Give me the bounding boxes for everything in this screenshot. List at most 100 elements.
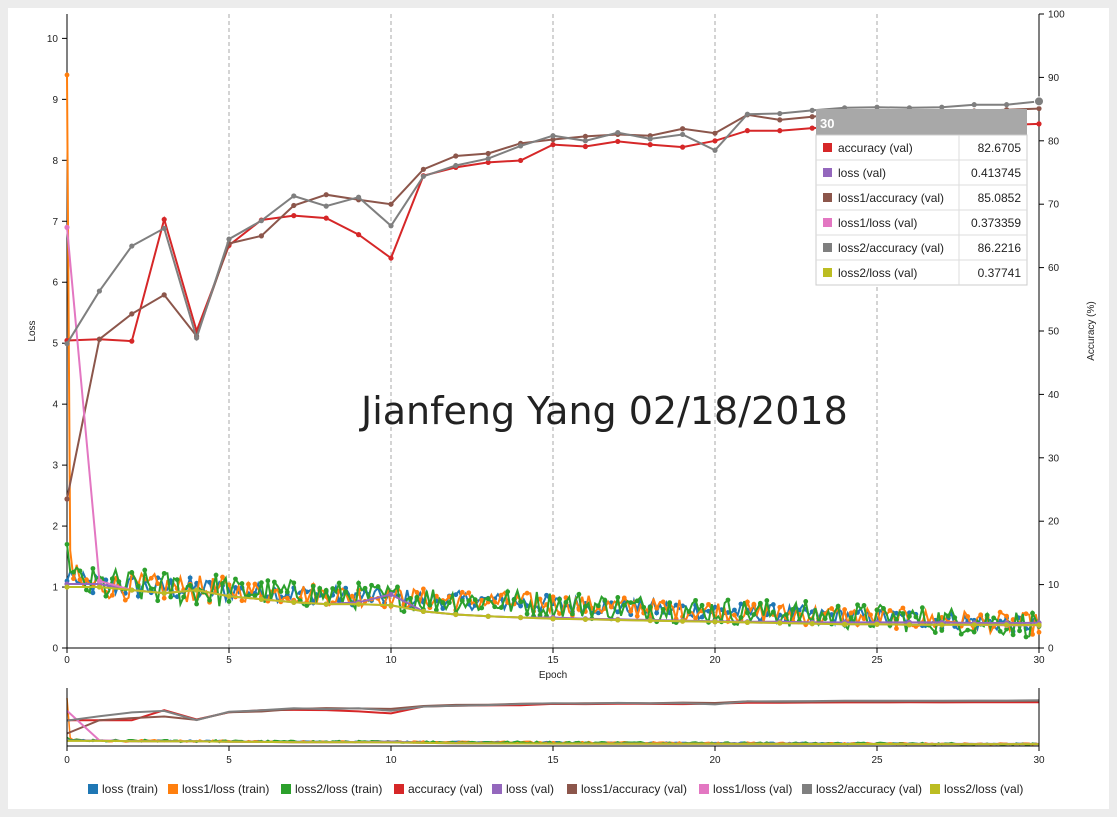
data-point (148, 575, 154, 581)
y-left-tick-label: 1 (52, 583, 58, 594)
legend-swatch (567, 784, 577, 794)
data-point (745, 599, 750, 605)
overview-x-tick-label: 20 (709, 755, 721, 766)
data-point (550, 142, 556, 148)
data-point (563, 599, 569, 605)
data-point (1017, 628, 1022, 634)
data-point (835, 603, 841, 609)
data-point (207, 579, 212, 585)
data-point (420, 166, 426, 172)
data-point (498, 592, 504, 598)
data-point (582, 133, 589, 139)
overview-series-line (66, 699, 1040, 722)
data-point (984, 612, 990, 618)
data-point (505, 589, 511, 595)
data-point (414, 594, 420, 600)
x-tick-label: 30 (1033, 655, 1045, 666)
data-point (129, 243, 135, 249)
data-point (161, 292, 167, 298)
data-point (155, 598, 161, 604)
data-point (181, 594, 187, 600)
x-tick-label: 0 (64, 655, 70, 666)
legend-swatch (394, 784, 404, 794)
data-point (356, 232, 362, 238)
legend-swatch (699, 784, 709, 794)
data-point (375, 584, 381, 589)
x-tick-label: 25 (871, 655, 883, 666)
data-point (278, 589, 284, 595)
data-point (1004, 613, 1009, 619)
data-point (233, 576, 238, 582)
data-point (809, 107, 815, 113)
data-point (770, 602, 776, 607)
data-point (634, 598, 640, 604)
overview-x-tick-label: 30 (1033, 755, 1045, 766)
x-tick-label: 10 (385, 655, 397, 666)
data-point (557, 597, 562, 602)
tooltip-swatch (823, 143, 832, 152)
data-point (550, 594, 556, 600)
data-point (550, 616, 556, 622)
overview-x-tick-label: 0 (64, 755, 70, 766)
data-point (706, 601, 711, 607)
data-point (109, 576, 115, 582)
data-point (751, 612, 757, 617)
data-point (803, 599, 809, 604)
x-tick-label: 15 (547, 655, 559, 666)
data-point (615, 138, 621, 145)
data-point (317, 585, 323, 591)
data-point (907, 613, 912, 619)
data-point (226, 599, 232, 604)
x-tick-label: 5 (226, 655, 232, 666)
legend-label: loss (train) (102, 782, 158, 796)
training-chart: 0 5 10 15 20 25 300123456789100102030405060708… (27, 10, 1097, 797)
data-point (284, 589, 290, 595)
data-point (388, 223, 394, 229)
data-point (427, 602, 433, 608)
data-point (226, 593, 232, 599)
data-point (1036, 629, 1042, 635)
y-right-tick-label: 40 (1048, 390, 1060, 401)
legend-swatch (168, 784, 178, 794)
watermark-text: Jianfeng Yang 02/18/2018 (359, 389, 848, 433)
data-point (647, 142, 653, 148)
series-loss2-loss-train- (64, 541, 1042, 640)
legend-label: loss1/loss (train) (182, 782, 269, 796)
x-axis-label: Epoch (539, 670, 567, 681)
data-point (732, 607, 737, 613)
data-point (647, 617, 653, 624)
data-point (777, 128, 783, 134)
y-right-tick-label: 50 (1048, 327, 1060, 338)
overview-brush-chart[interactable] (66, 698, 1040, 746)
data-point (524, 611, 530, 617)
legend-label: loss (val) (506, 782, 554, 796)
data-point (874, 607, 880, 613)
data-point (757, 600, 763, 606)
data-point (388, 591, 394, 597)
data-point (356, 580, 361, 586)
data-point (952, 615, 958, 621)
data-point (647, 136, 653, 142)
x-tick-label: 20 (709, 655, 721, 666)
data-point (647, 604, 653, 610)
data-point (906, 622, 913, 628)
overview-series-line (66, 699, 1040, 735)
data-point (790, 606, 796, 612)
data-point (939, 628, 945, 633)
data-point (168, 594, 174, 600)
data-point (64, 541, 70, 547)
data-point (615, 617, 621, 623)
data-point (1030, 610, 1035, 616)
data-point (362, 585, 368, 591)
data-point (518, 599, 523, 605)
tooltip-series-name: loss (val) (838, 166, 886, 180)
data-point (732, 612, 737, 618)
y-right-tick-label: 60 (1048, 263, 1060, 274)
y-right-tick-label: 70 (1048, 200, 1060, 211)
data-point (356, 601, 362, 607)
data-point (809, 621, 815, 627)
data-point (544, 592, 549, 598)
hover-tooltip: 30 accuracy (val) 82.6705 loss (val) 0.41374… (815, 109, 1028, 286)
data-point (855, 602, 860, 608)
tooltip-series-name: accuracy (val) (838, 141, 913, 155)
